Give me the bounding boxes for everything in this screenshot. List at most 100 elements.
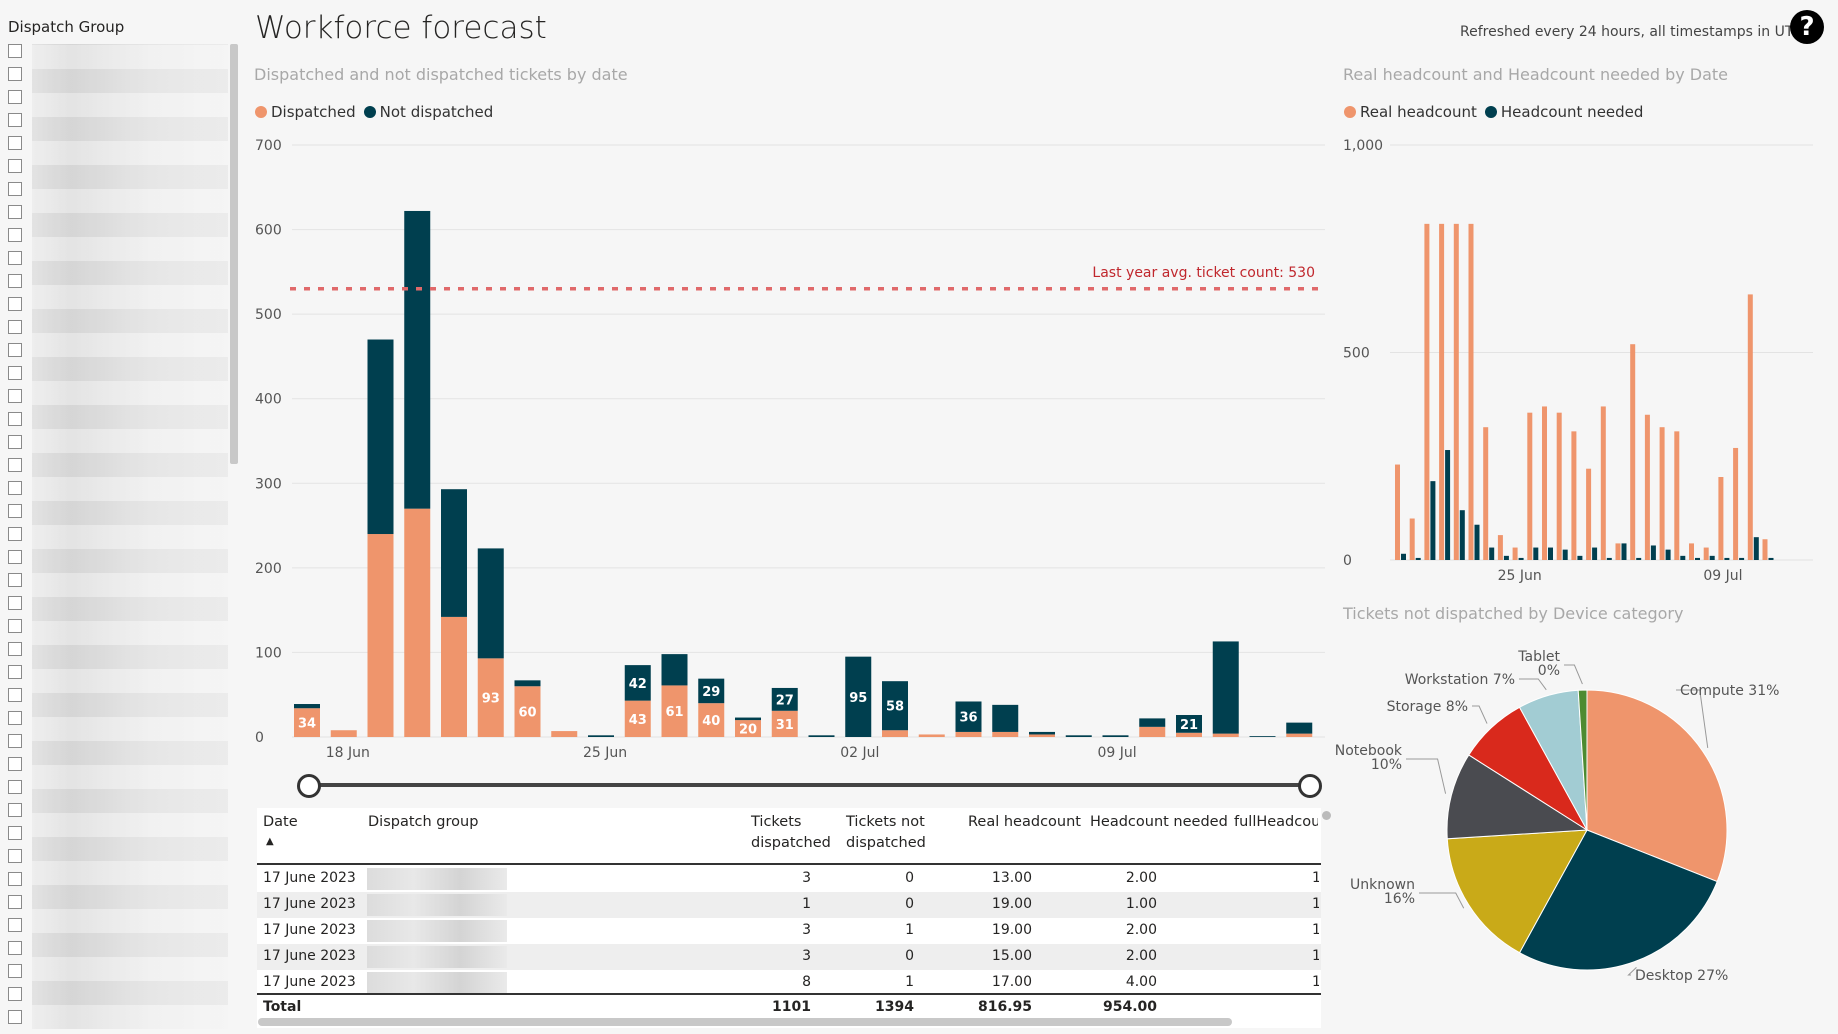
question-circle-icon[interactable]: ? xyxy=(1790,10,1824,44)
slicer-checkbox[interactable] xyxy=(8,458,22,472)
slicer-checkbox[interactable] xyxy=(8,113,22,127)
header-divider xyxy=(257,863,1321,865)
slicer-checkbox[interactable] xyxy=(8,159,22,173)
slicer-checkbox[interactable] xyxy=(8,895,22,909)
data-label-not-dispatched: 95 xyxy=(849,691,867,706)
slicer-checkbox[interactable] xyxy=(8,343,22,357)
main-chart-title: Dispatched and not dispatched tickets by… xyxy=(254,65,628,84)
slicer-checkbox[interactable] xyxy=(8,136,22,150)
slicer-checkbox[interactable] xyxy=(8,504,22,518)
legend-label-headcount-needed[interactable]: Headcount needed xyxy=(1500,103,1644,121)
pie-chart-title: Tickets not dispatched by Device categor… xyxy=(1343,604,1684,623)
table-row[interactable]: 17 June 2023 3 0 15.00 2.00 1 xyxy=(257,944,1321,970)
slicer-checkbox[interactable] xyxy=(8,90,22,104)
col-header-date[interactable]: Date xyxy=(263,814,298,830)
col-header-tickets-dispatched-1[interactable]: Tickets xyxy=(751,814,802,830)
cell-real-headcount: 13.00 xyxy=(991,870,1032,886)
pie-leader-line xyxy=(1564,664,1583,685)
main-bar-chart[interactable]: 0 100 200 300 400 500 600 700 34 93 60 43 42 61 40 29 20… xyxy=(245,130,1335,770)
col-header-tickets-not-dispatched-1[interactable]: Tickets not xyxy=(846,814,925,830)
cell-date: 17 June 2023 xyxy=(263,974,356,990)
slicer-checkbox[interactable] xyxy=(8,780,22,794)
slicer-checkbox[interactable] xyxy=(8,665,22,679)
total-not-dispatched: 1394 xyxy=(875,999,914,1015)
slicer-checkbox[interactable] xyxy=(8,527,22,541)
refresh-note: Refreshed every 24 hours, all timestamps… xyxy=(1460,24,1803,40)
slicer-checkbox[interactable] xyxy=(8,596,22,610)
slicer-checkbox[interactable] xyxy=(8,872,22,886)
slicer-checkbox[interactable] xyxy=(8,757,22,771)
slicer-checkbox[interactable] xyxy=(8,320,22,334)
slicer-checkbox[interactable] xyxy=(8,297,22,311)
col-header-real-headcount[interactable]: Real headcount xyxy=(968,814,1081,830)
slicer-checkbox[interactable] xyxy=(8,826,22,840)
legend-label-real-headcount[interactable]: Real headcount xyxy=(1360,103,1477,121)
legend-dot-dispatched xyxy=(255,106,267,118)
data-label-not-dispatched: 27 xyxy=(776,693,794,708)
table-horizontal-scrollbar[interactable] xyxy=(258,1018,1232,1026)
slicer-checkbox[interactable] xyxy=(8,711,22,725)
slider-end-handle[interactable] xyxy=(1298,774,1322,798)
slicer-checkbox[interactable] xyxy=(8,642,22,656)
pie-leader-line xyxy=(1627,967,1637,976)
cell-real-headcount: 19.00 xyxy=(991,896,1032,912)
bar-dispatched xyxy=(441,616,467,737)
legend-label-dispatched[interactable]: Dispatched xyxy=(271,103,356,121)
bar-headcount-needed xyxy=(1680,555,1686,560)
slicer-checkbox[interactable] xyxy=(8,205,22,219)
data-label-not-dispatched: 21 xyxy=(1180,718,1198,733)
date-range-slider[interactable] xyxy=(307,783,1309,787)
col-header-tickets-dispatched-2[interactable]: dispatched xyxy=(751,835,831,851)
col-header-tickets-not-dispatched-2[interactable]: dispatched xyxy=(846,835,926,851)
slicer-checkbox[interactable] xyxy=(8,987,22,1001)
slicer-checkbox[interactable] xyxy=(8,573,22,587)
col-header-dispatch-group[interactable]: Dispatch group xyxy=(368,814,479,830)
legend-label-not-dispatched[interactable]: Not dispatched xyxy=(379,103,494,121)
slicer-checkbox[interactable] xyxy=(8,688,22,702)
bar-real-headcount xyxy=(1395,464,1400,560)
table-row[interactable]: 17 June 2023 3 1 19.00 2.00 1 xyxy=(257,918,1321,944)
slicer-scrollbar[interactable] xyxy=(230,44,238,464)
slicer-checkbox[interactable] xyxy=(8,412,22,426)
table-row[interactable]: 17 June 2023 3 0 13.00 2.00 1 xyxy=(257,866,1321,892)
slicer-checkbox[interactable] xyxy=(8,366,22,380)
cell-tickets-not-dispatched: 1 xyxy=(905,974,914,990)
slicer-checkbox[interactable] xyxy=(8,44,22,58)
bar-headcount-needed xyxy=(1401,553,1406,560)
pie-slice xyxy=(1446,829,1588,954)
slicer-checkbox[interactable] xyxy=(8,1010,22,1024)
slicer-checkbox[interactable] xyxy=(8,435,22,449)
table-vertical-scrollbar[interactable] xyxy=(1322,811,1331,820)
slicer-checkbox[interactable] xyxy=(8,389,22,403)
slicer-checkbox[interactable] xyxy=(8,734,22,748)
slicer-checkbox[interactable] xyxy=(8,849,22,863)
slicer-checkbox[interactable] xyxy=(8,918,22,932)
table-row[interactable]: 17 June 2023 8 1 17.00 4.00 1 xyxy=(257,970,1321,996)
col-header-headcount-needed[interactable]: Headcount needed xyxy=(1090,814,1228,830)
table-row[interactable]: 17 June 2023 1 0 19.00 1.00 1 xyxy=(257,892,1321,918)
bar-real-headcount xyxy=(1674,431,1680,560)
slicer-checkbox[interactable] xyxy=(8,274,22,288)
cell-tickets-not-dispatched: 0 xyxy=(905,870,914,886)
slicer-checkbox[interactable] xyxy=(8,251,22,265)
main-y-tick-label: 300 xyxy=(255,476,282,492)
slicer-checkbox[interactable] xyxy=(8,481,22,495)
slider-start-handle[interactable] xyxy=(297,774,321,798)
slicer-checkbox[interactable] xyxy=(8,550,22,564)
slicer-checkbox[interactable] xyxy=(8,228,22,242)
bar-real-headcount xyxy=(1659,427,1665,560)
bar-real-headcount xyxy=(1527,412,1533,560)
slicer-checkbox[interactable] xyxy=(8,964,22,978)
cell-full-headcount: 1 xyxy=(1312,870,1319,886)
data-label-dispatched: 93 xyxy=(482,692,500,707)
headcount-bar-chart[interactable]: 0 500 1,000 25 Jun 09 Jul xyxy=(1335,130,1830,590)
slicer-checkbox[interactable] xyxy=(8,941,22,955)
slicer-checkbox[interactable] xyxy=(8,182,22,196)
slicer-checkbox[interactable] xyxy=(8,67,22,81)
col-header-full-headcount[interactable]: fullHeadcou xyxy=(1234,814,1318,830)
slicer-checkbox[interactable] xyxy=(8,803,22,817)
headcount-chart-title: Real headcount and Headcount needed by D… xyxy=(1343,65,1729,84)
slicer-checkbox[interactable] xyxy=(8,619,22,633)
cell-tickets-dispatched: 3 xyxy=(802,870,811,886)
